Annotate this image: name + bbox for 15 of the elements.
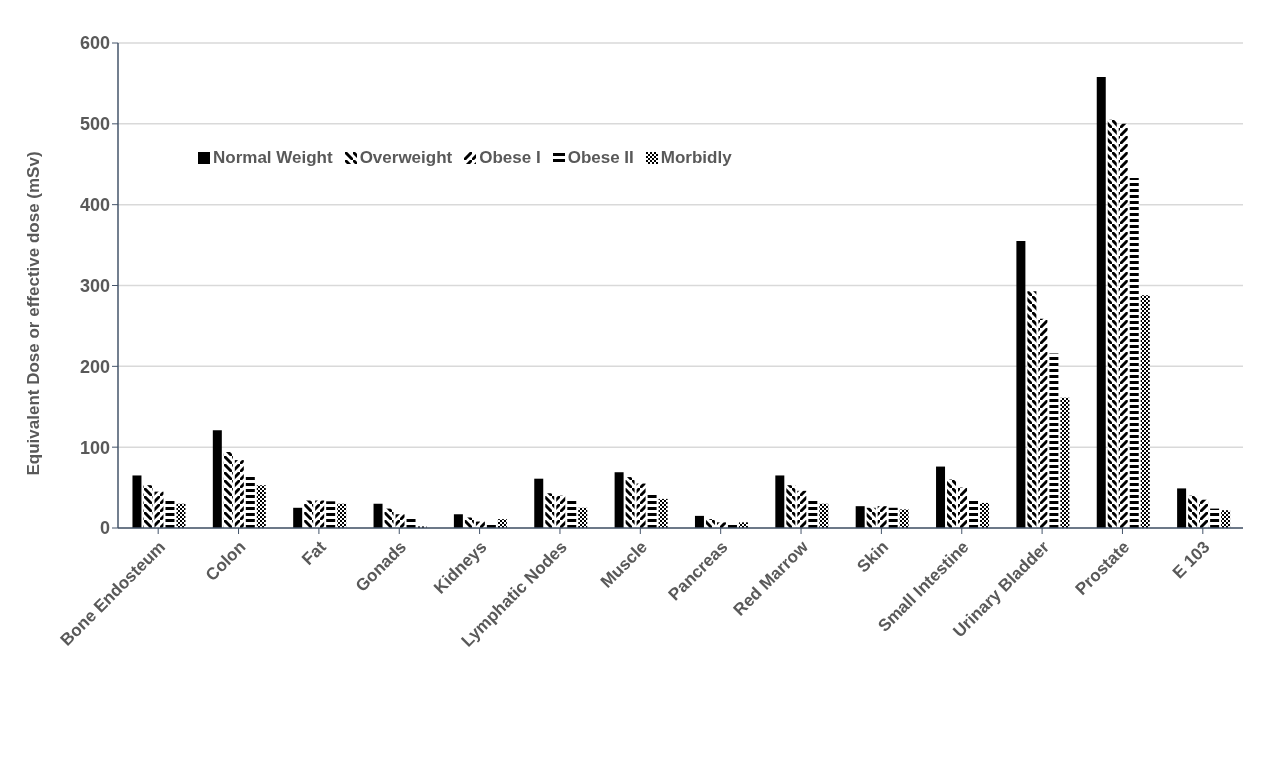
- y-tick-label: 300: [79, 275, 110, 296]
- y-tick-label: 600: [79, 33, 110, 54]
- legend-label: Morbidly: [659, 148, 732, 168]
- x-tick-label: E 103: [1168, 537, 1214, 583]
- y-tick-label: 400: [79, 195, 110, 216]
- y-tick-label: 0: [99, 518, 110, 539]
- legend-label: Obese I: [478, 148, 541, 168]
- y-tick-label: 500: [79, 114, 110, 135]
- y-tick-label: 200: [79, 356, 110, 377]
- legend-label: Obese II: [566, 148, 634, 168]
- x-tick-label: Fat: [298, 537, 330, 569]
- y-axis-title: Equivalent Dose or effective dose (mSv): [24, 151, 44, 476]
- legend-label: Overweight: [358, 148, 453, 168]
- legend-label: Normal Weight: [212, 148, 333, 168]
- y-tick-label: 100: [79, 437, 110, 458]
